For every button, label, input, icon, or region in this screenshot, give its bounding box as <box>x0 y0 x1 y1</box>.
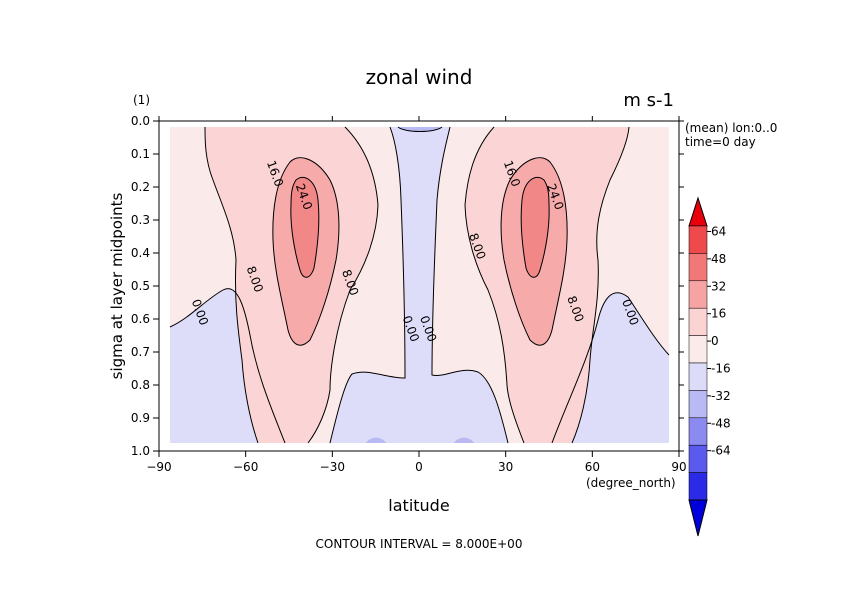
contour-line-16-north <box>500 157 568 346</box>
contour-line-zero-center-right <box>431 126 509 444</box>
x-tick-label: −60 <box>233 460 258 474</box>
colorbar-label: 48 <box>711 252 726 266</box>
y-tick-label: 0.9 <box>131 411 150 425</box>
contour-lines <box>169 126 670 444</box>
y-axis-label: sigma at layer midpoints <box>108 192 126 379</box>
colorbar-segment <box>688 417 708 446</box>
contour-plot-area <box>170 127 669 443</box>
colorbar-label: -16 <box>711 361 731 375</box>
colorbar-label: 64 <box>711 224 726 238</box>
colorbar-segment <box>688 472 708 501</box>
y-tick-label: 0.4 <box>131 246 150 260</box>
contour-line-zero-center-left <box>329 126 406 444</box>
colorbar-segment <box>688 280 708 309</box>
colorbar-label: -32 <box>711 389 731 403</box>
colorbar-label: 32 <box>711 279 726 293</box>
y-tick-label: 0.1 <box>131 147 150 161</box>
y-tick-label: 0.7 <box>131 345 150 359</box>
negative-region-center <box>330 127 508 443</box>
surface-bump-right <box>454 437 474 443</box>
y-tick-label: 1.0 <box>131 444 150 458</box>
colorbar-segment <box>688 253 708 282</box>
chart-title: zonal wind <box>366 65 473 89</box>
y-axis: 0.0 0.1 0.2 0.3 0.4 0.5 0.6 0.7 0.8 0.9 1.0 <box>131 114 684 458</box>
contour-line-16-south <box>272 157 340 346</box>
colorbar-segment <box>688 390 708 419</box>
x-axis-label: latitude <box>388 496 449 515</box>
units-label: m s-1 <box>623 90 674 111</box>
colorbar-segment <box>688 444 708 473</box>
colorbar: 64 48 32 16 0 -16 -32 -48 -64 <box>688 196 731 537</box>
colorbar-segment <box>688 335 708 364</box>
x-tick-label: 30 <box>498 460 513 474</box>
colorbar-label: 0 <box>711 334 719 348</box>
contour-line-8-south <box>204 126 379 444</box>
metadata-time: time=0 day <box>685 135 756 149</box>
y-tick-label: 0.6 <box>131 312 150 326</box>
contour-line-zero-southeast <box>551 292 670 444</box>
jet-north-24 <box>521 177 550 278</box>
x-tick-label: −90 <box>146 460 171 474</box>
colorbar-segment <box>688 307 708 336</box>
contour-interval: CONTOUR INTERVAL = 8.000E+00 <box>316 537 523 551</box>
y-tick-label: 0.8 <box>131 378 150 392</box>
y-tick-label: 0.5 <box>131 279 150 293</box>
colorbar-segment <box>688 225 708 254</box>
y-tick-label: 0.0 <box>131 114 150 128</box>
x-axis: −90 −60 −30 0 30 60 90 <box>146 116 687 474</box>
x-tick-label: 60 <box>585 460 600 474</box>
x-axis-units: (degree_north) <box>586 476 676 490</box>
colorbar-arrow-bottom <box>688 499 708 537</box>
contour-line-8-north <box>464 126 630 444</box>
contour-line-zero-southwest <box>169 288 286 444</box>
x-tick-label: 90 <box>671 460 686 474</box>
metadata-lon: (mean) lon:0..0 <box>685 121 777 135</box>
contour-line-24-south <box>290 176 320 278</box>
jet-south-24 <box>290 177 319 278</box>
colorbar-label: 16 <box>711 307 726 321</box>
contour-line-24-north <box>520 176 550 278</box>
colorbar-label: -64 <box>711 444 731 458</box>
y-tick-label: 0.2 <box>131 180 150 194</box>
surface-bump-left <box>366 437 386 443</box>
contour-line-top-dip <box>397 126 443 132</box>
colorbar-label: -48 <box>711 416 731 430</box>
panel-label: (1) <box>133 93 150 107</box>
colorbar-segment <box>688 362 708 391</box>
x-tick-label: −30 <box>320 460 345 474</box>
colorbar-arrow-top <box>688 196 708 227</box>
y-tick-label: 0.3 <box>131 213 150 227</box>
x-tick-label: 0 <box>415 460 423 474</box>
